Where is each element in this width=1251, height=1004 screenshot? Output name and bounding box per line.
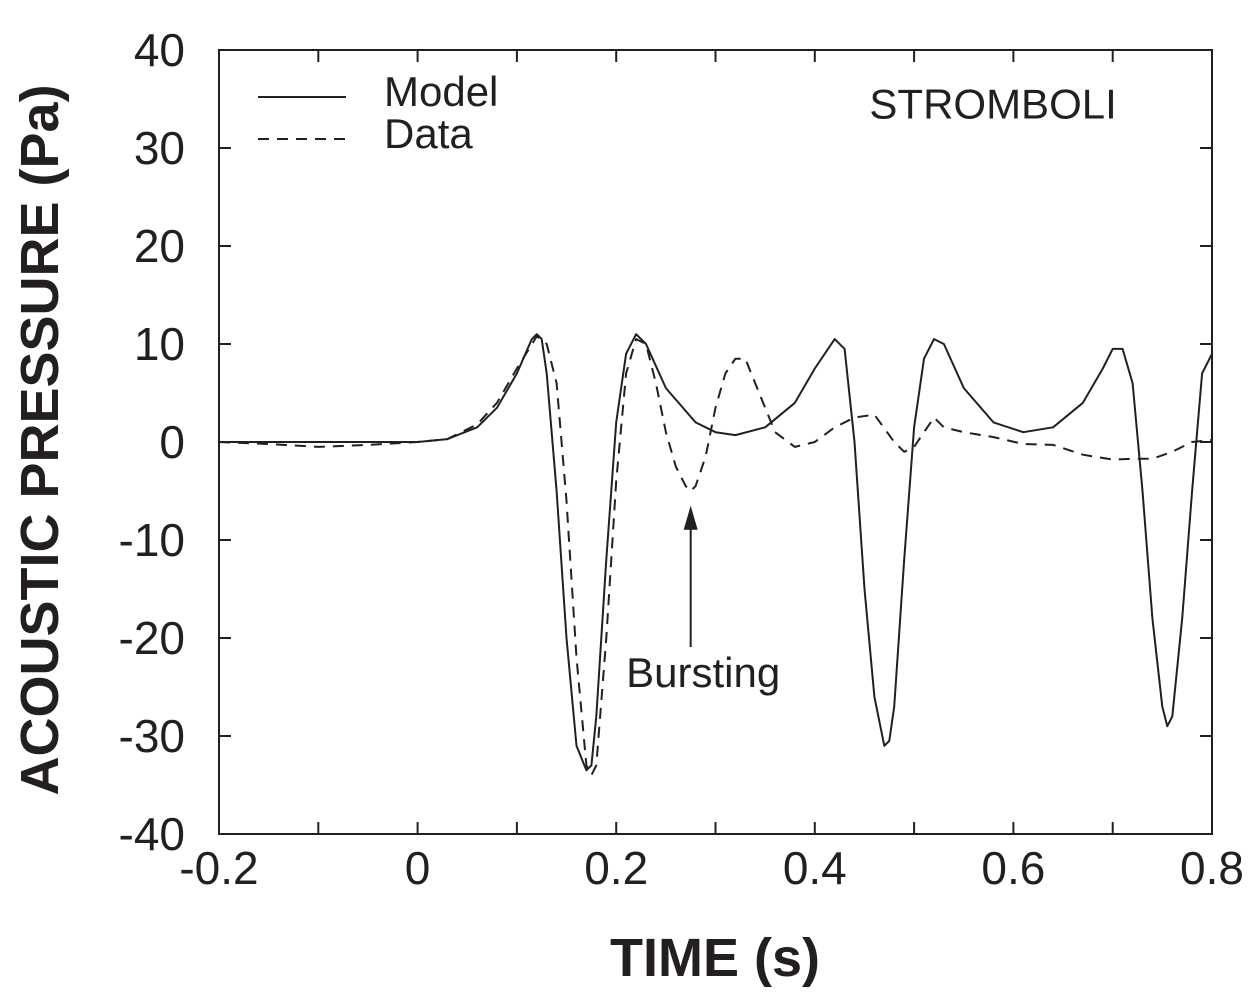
y-axis-title: ACOUSTIC PRESSURE (Pa): [10, 84, 70, 795]
y-tick-label: -20: [119, 612, 185, 664]
y-tick-label: 0: [159, 416, 185, 468]
y-tick-label: -40: [119, 808, 185, 860]
plot-frame: [218, 49, 1213, 835]
y-tick-label: 20: [134, 220, 185, 272]
y-tick-label: 10: [134, 318, 185, 370]
y-tick-label: -30: [119, 710, 185, 762]
x-tick-label: 0.6: [981, 842, 1045, 894]
x-tick-label: 0: [405, 842, 431, 894]
series-layer: [218, 333, 1213, 777]
y-tick-label: -10: [119, 514, 185, 566]
tick-labels-layer: -0.2 0 0.2 0.4 0.6 0.8 -40 -30 -20 -10 0 10 20 30 40: [119, 24, 1244, 894]
bursting-label: Bursting: [626, 649, 780, 696]
y-tick-label: 40: [134, 24, 185, 76]
x-axis-title: TIME (s): [610, 928, 820, 988]
y-tick-label: 30: [134, 122, 185, 174]
legend: Model Data: [258, 68, 498, 157]
x-tick-label: -0.2: [179, 842, 258, 894]
series-line-model: [219, 333, 1213, 772]
bursting-arrow-head: [683, 505, 698, 530]
legend-label-data: Data: [384, 110, 473, 157]
stromboli-label: STROMBOLI: [869, 81, 1116, 128]
x-tick-label: 0.8: [1180, 842, 1244, 894]
legend-label-model: Model: [384, 68, 498, 115]
series-line-data: [218, 335, 1213, 777]
x-tick-label: 0.4: [783, 842, 847, 894]
x-tick-label: 0.2: [584, 842, 648, 894]
